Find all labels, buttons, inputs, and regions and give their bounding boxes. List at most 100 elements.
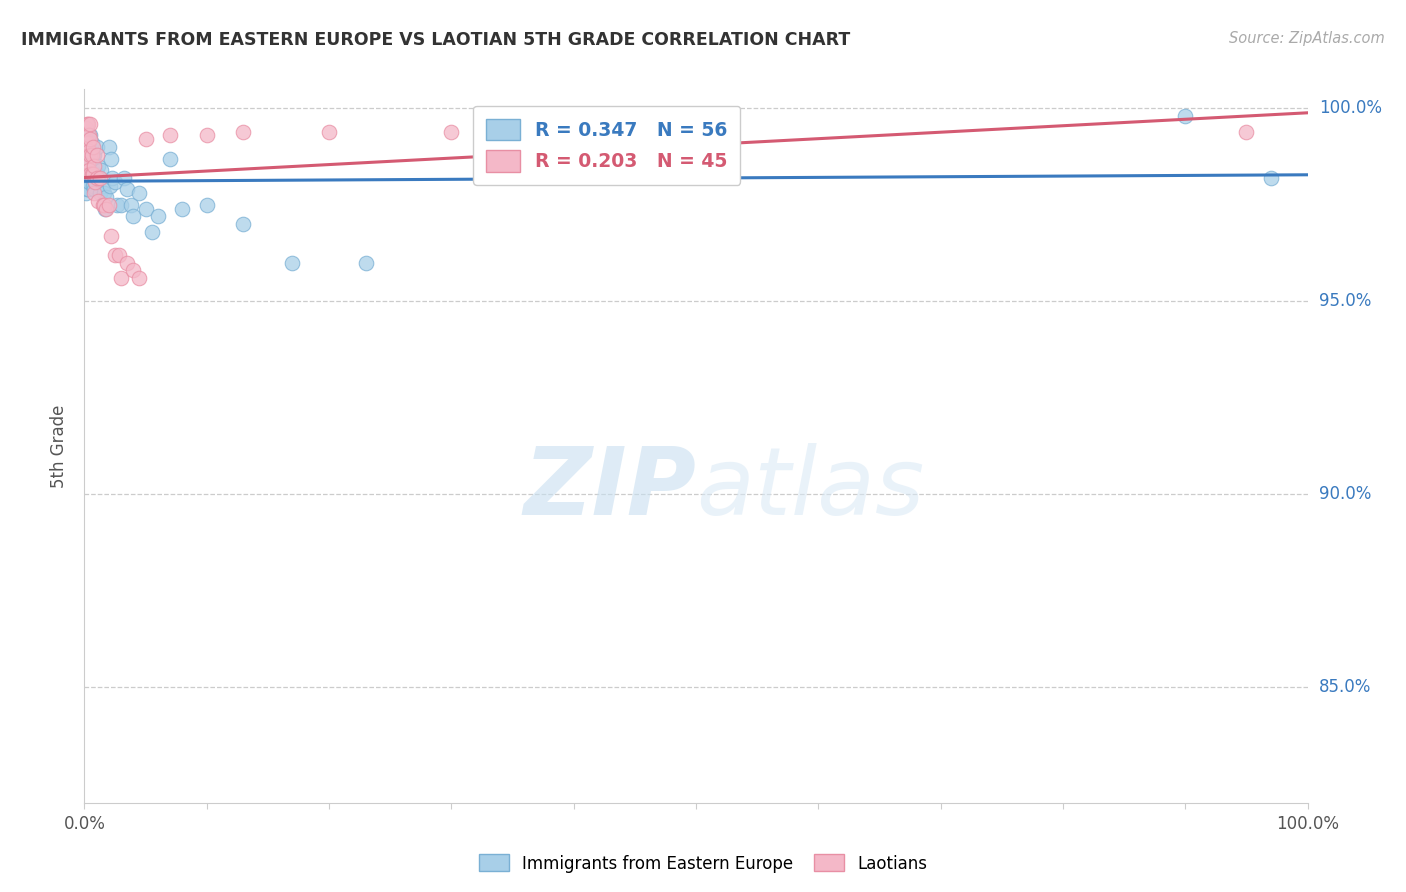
Legend: R = 0.347   N = 56, R = 0.203   N = 45: R = 0.347 N = 56, R = 0.203 N = 45 [472, 106, 741, 185]
Point [83, 148, 105, 162]
Point [75, 159, 97, 173]
Point [1234, 125, 1257, 139]
Point [107, 248, 129, 262]
Point [105, 198, 128, 212]
Point [195, 198, 218, 212]
Point [318, 125, 340, 139]
Point [562, 125, 585, 139]
Point [77, 148, 100, 162]
Point [77, 144, 100, 158]
Point [82, 178, 104, 193]
Point [76, 148, 98, 162]
Point [97, 140, 120, 154]
Point [128, 271, 150, 285]
Point [122, 263, 145, 277]
Point [79, 128, 101, 143]
Point [159, 152, 181, 166]
Point [83, 159, 105, 173]
Point [86, 170, 108, 185]
Point [79, 167, 101, 181]
Point [86, 167, 108, 181]
Point [115, 182, 138, 196]
Point [76, 163, 98, 178]
Point [76, 117, 98, 131]
Point [77, 136, 100, 151]
Point [86, 140, 108, 154]
Point [96, 202, 118, 216]
Point [80, 170, 103, 185]
Point [98, 178, 121, 193]
Point [232, 217, 254, 231]
Point [77, 155, 100, 169]
Point [232, 125, 254, 139]
Point [77, 182, 100, 196]
Point [90, 163, 112, 178]
Text: 90.0%: 90.0% [1319, 485, 1371, 503]
Point [89, 186, 111, 201]
Point [82, 140, 104, 154]
Point [77, 175, 100, 189]
Point [1174, 109, 1197, 123]
Point [101, 170, 124, 185]
Point [104, 248, 127, 262]
Point [128, 186, 150, 201]
Point [82, 148, 104, 162]
Text: 95.0%: 95.0% [1319, 293, 1371, 310]
Point [77, 117, 100, 131]
Point [82, 167, 104, 181]
Point [195, 128, 218, 143]
Point [79, 117, 101, 131]
Point [89, 170, 111, 185]
Point [159, 128, 181, 143]
Point [120, 198, 142, 212]
Point [83, 186, 105, 201]
Point [84, 175, 107, 189]
Point [281, 256, 304, 270]
Point [104, 175, 127, 189]
Point [112, 170, 135, 185]
Legend: Immigrants from Eastern Europe, Laotians: Immigrants from Eastern Europe, Laotians [472, 847, 934, 880]
Point [122, 210, 145, 224]
Point [91, 178, 114, 193]
Point [80, 148, 103, 162]
Point [93, 186, 115, 201]
Point [83, 182, 105, 196]
Point [77, 128, 100, 143]
Text: ZIP: ZIP [523, 442, 696, 535]
Text: 100.0%: 100.0% [1319, 100, 1382, 118]
Point [94, 202, 117, 216]
Point [77, 163, 100, 178]
Y-axis label: 5th Grade: 5th Grade [51, 404, 69, 488]
Point [354, 256, 377, 270]
Text: Source: ZipAtlas.com: Source: ZipAtlas.com [1229, 31, 1385, 46]
Point [86, 148, 108, 162]
Point [76, 128, 98, 143]
Point [77, 163, 100, 178]
Point [79, 148, 101, 162]
Point [91, 198, 114, 212]
Point [75, 120, 97, 135]
Point [135, 202, 157, 216]
Point [110, 271, 132, 285]
Point [75, 170, 97, 185]
Point [76, 136, 98, 151]
Point [77, 136, 100, 151]
Point [110, 198, 132, 212]
Text: 85.0%: 85.0% [1319, 678, 1371, 696]
Point [100, 228, 122, 243]
Point [135, 132, 157, 146]
Point [96, 190, 118, 204]
Point [141, 225, 163, 239]
Point [80, 167, 103, 181]
Text: atlas: atlas [696, 443, 924, 534]
Point [172, 202, 194, 216]
Point [84, 175, 107, 189]
Point [97, 198, 120, 212]
Point [80, 136, 103, 151]
Point [87, 159, 110, 173]
Point [93, 198, 115, 212]
Point [79, 148, 101, 162]
Point [1260, 170, 1282, 185]
Point [76, 182, 98, 196]
Point [100, 152, 122, 166]
